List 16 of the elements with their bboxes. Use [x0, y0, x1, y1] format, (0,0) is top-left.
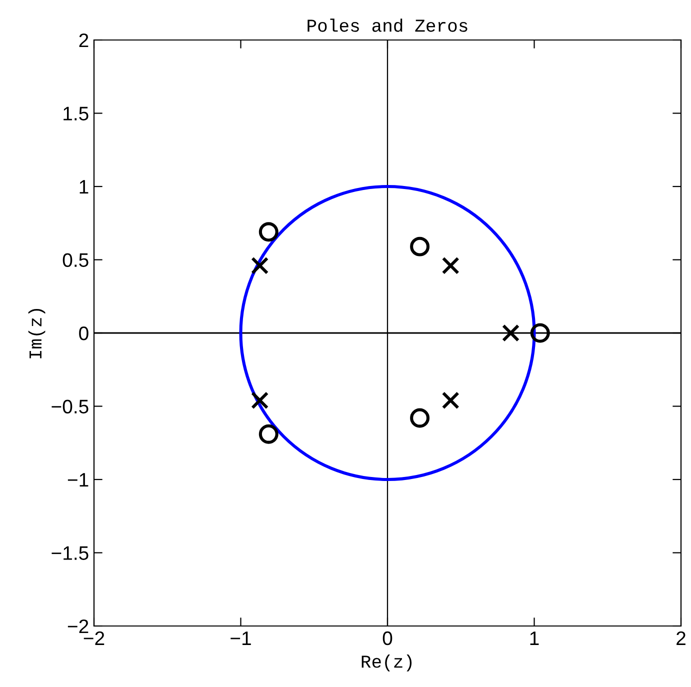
y-tick-label: 0 — [79, 326, 88, 340]
y-tick-label: −2 — [68, 619, 88, 634]
y-tick-label: 0.5 — [62, 253, 88, 267]
y-axis-title: Im(z) — [28, 308, 46, 358]
y-tick-label: −1 — [68, 473, 88, 487]
y-tick-label: −1.5 — [52, 546, 88, 560]
x-axis-title: Re(z) — [362, 654, 412, 672]
y-tick-label: −0.5 — [52, 400, 88, 414]
chart-title: Poles and Zeros — [308, 18, 468, 32]
x-tick-label: 0 — [382, 631, 392, 646]
y-tick-label: 1.5 — [64, 106, 88, 120]
x-tick-label: 1 — [530, 632, 539, 645]
x-tick-label: −1 — [230, 632, 251, 645]
y-tick-label: 1 — [80, 180, 88, 194]
x-tick-label: 2 — [676, 631, 686, 645]
y-tick-label: 2 — [79, 33, 88, 48]
